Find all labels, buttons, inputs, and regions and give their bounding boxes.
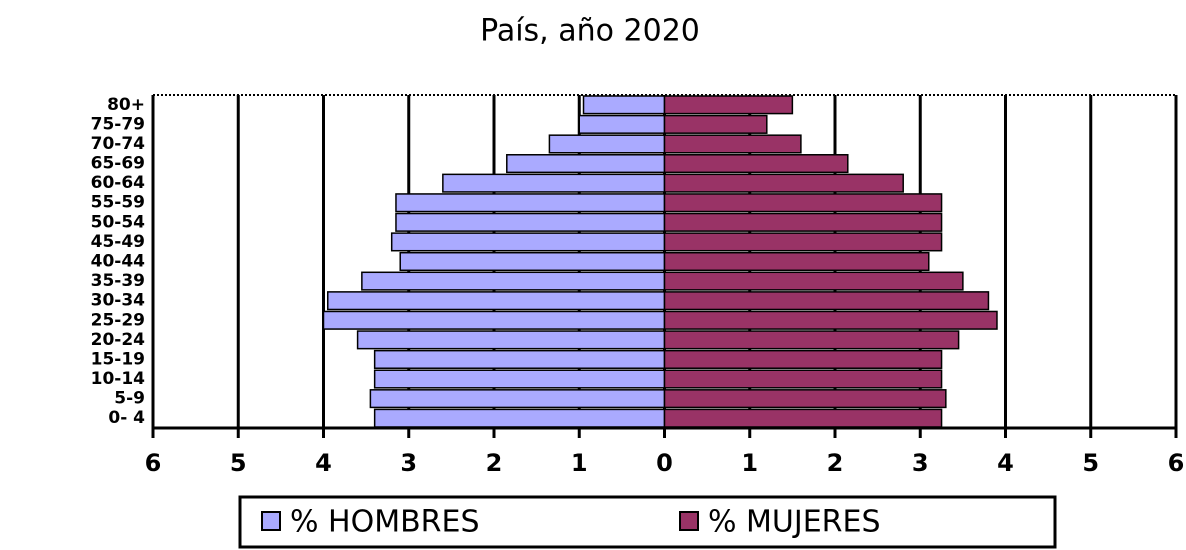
x-tick-label: 4 (315, 449, 332, 477)
bar (663, 349, 943, 369)
chart-title: País, año 2020 (480, 14, 700, 49)
bar (373, 349, 666, 369)
y-tick-label: 15-19 (91, 349, 145, 369)
bar (663, 173, 904, 193)
x-tick-label: 4 (997, 449, 1014, 477)
bar (395, 193, 666, 213)
y-tick-label: 70-74 (91, 134, 146, 154)
y-tick-label: 80+ (107, 95, 145, 115)
bar (663, 271, 964, 291)
bar (399, 251, 666, 272)
bar (373, 408, 666, 428)
bar (663, 154, 849, 174)
bar (373, 369, 666, 389)
bar (578, 114, 666, 134)
x-tick-label: 6 (1168, 449, 1185, 477)
x-tick-label: 3 (400, 449, 417, 477)
bar (663, 369, 943, 389)
y-tick-label: 30-34 (91, 291, 146, 311)
y-tick-label: 20-24 (91, 330, 146, 350)
bar (506, 154, 666, 174)
x-tick-label: 6 (145, 449, 162, 477)
y-tick-label: 40-44 (91, 252, 146, 272)
y-tick-label: 65-69 (91, 154, 145, 174)
bar (356, 330, 666, 350)
bar (663, 291, 990, 311)
bar (442, 173, 666, 193)
x-tick-label: 0 (656, 449, 673, 477)
legend-label: % MUJERES (708, 505, 881, 540)
y-tick-label: 0- 4 (108, 408, 145, 428)
x-tick-label: 3 (912, 449, 929, 477)
y-tick-label: 25-29 (91, 310, 145, 330)
bar (395, 212, 666, 232)
bar (663, 193, 943, 213)
y-tick-label: 5-9 (114, 389, 145, 409)
y-tick-label: 35-39 (91, 271, 145, 291)
bar (361, 271, 666, 291)
x-tick-label: 1 (741, 449, 758, 477)
y-tick-label: 10-14 (91, 369, 146, 389)
bar (663, 330, 960, 350)
y-tick-label: 75-79 (91, 114, 145, 134)
bar (582, 95, 666, 115)
bar (663, 134, 802, 154)
y-tick-label: 50-54 (91, 212, 146, 232)
bar (663, 408, 943, 428)
bar (663, 232, 943, 252)
bar (663, 389, 947, 409)
x-tick-label: 1 (571, 449, 588, 477)
legend-label: % HOMBRES (290, 505, 480, 540)
legend-swatch (261, 511, 281, 531)
x-tick-label: 2 (486, 449, 503, 477)
y-tick-label: 60-64 (91, 173, 146, 193)
bar (663, 114, 768, 134)
y-tick-label: 45-49 (91, 232, 145, 252)
y-tick-label: 55-59 (91, 193, 145, 213)
legend-swatch (679, 511, 699, 531)
bar (369, 389, 666, 409)
bar (390, 232, 666, 252)
bar (663, 310, 998, 330)
x-tick-label: 5 (230, 449, 247, 477)
bar (327, 291, 666, 311)
bar (322, 310, 666, 330)
bar (663, 212, 943, 232)
x-tick-label: 5 (1082, 449, 1099, 477)
x-tick-label: 2 (827, 449, 844, 477)
bar (663, 95, 794, 115)
legend-box (238, 495, 1057, 549)
bar (663, 251, 930, 272)
bar (548, 134, 666, 154)
